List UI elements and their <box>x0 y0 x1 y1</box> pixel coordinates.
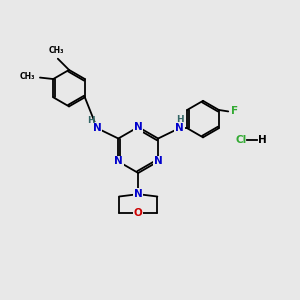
Text: N: N <box>114 157 123 166</box>
Text: N: N <box>93 123 101 133</box>
Text: N: N <box>175 123 184 133</box>
Text: H: H <box>176 116 184 124</box>
Text: Cl: Cl <box>236 135 247 145</box>
Text: F: F <box>231 106 238 116</box>
Text: N: N <box>154 157 163 166</box>
Text: H: H <box>257 135 266 145</box>
Text: N: N <box>134 189 142 199</box>
Text: N: N <box>134 122 142 132</box>
Text: H: H <box>87 116 94 125</box>
Text: CH₃: CH₃ <box>49 46 64 55</box>
Text: CH₃: CH₃ <box>20 73 35 82</box>
Text: O: O <box>134 208 142 218</box>
